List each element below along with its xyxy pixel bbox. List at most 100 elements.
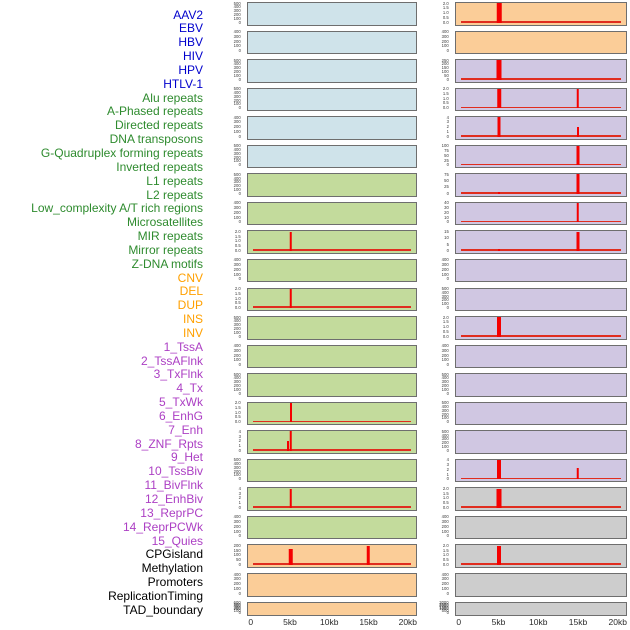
y-tick-label: 300 xyxy=(233,205,241,211)
signal-baseline xyxy=(461,135,621,137)
y-tick-label: 200 xyxy=(441,441,449,446)
y-tick-label: 200 xyxy=(441,353,449,358)
y-tick-label: 300 xyxy=(233,263,241,268)
y-tick-label: 0.5 xyxy=(235,244,241,249)
track-label-8-znf-rpts: 8_ZNF_Rpts xyxy=(134,436,203,451)
y-tick-label: 100 xyxy=(441,69,449,75)
y-tick-label: 0 xyxy=(238,562,241,568)
y-axis-ticks-inverted-repeats: 500 400 300 200 100 0 xyxy=(207,315,243,340)
y-axis-ticks-replicationtiming: 400 300 200 100 0 xyxy=(415,572,451,597)
y-tick-label: 300 xyxy=(441,294,449,299)
y-tick-label: 3 xyxy=(238,434,241,439)
y-tick-label: 200 xyxy=(233,383,241,389)
panel-8-znf-rpts xyxy=(455,258,627,283)
y-tick-label: 1500 xyxy=(439,605,449,610)
y-tick-label: 300 xyxy=(233,8,241,14)
track-label-promoters: Promoters xyxy=(147,575,203,590)
y-axis-ticks-6-enhg: 40 30 20 10 0 xyxy=(415,201,451,226)
y-tick-label: 500 xyxy=(233,144,241,149)
y-tick-label: 300 xyxy=(233,94,241,99)
y-axis-ticks-ins: 2.0 1.5 1.0 0.5 0.0 xyxy=(415,1,451,26)
y-tick-label: 200 xyxy=(233,69,241,75)
y-tick-label: 3 xyxy=(238,491,241,496)
y-tick-label: 600 xyxy=(233,600,241,606)
y-tick-label: 1000 xyxy=(439,607,449,612)
y-tick-label: 4 xyxy=(238,429,241,434)
panel-dup xyxy=(247,601,417,616)
y-tick-label: 0.0 xyxy=(443,20,449,25)
y-tick-label: 50 xyxy=(444,73,449,78)
y-axis-ticks-cnv: 200 150 100 50 0 xyxy=(207,544,243,568)
y-tick-label: 2 xyxy=(446,467,449,472)
signal-spike-5-txwk-5kb xyxy=(498,192,500,194)
y-tick-label: 1.0 xyxy=(443,10,449,16)
y-tick-label: 400 xyxy=(233,147,241,153)
track-label-12-enhbiv: 12_EnhBiv xyxy=(144,492,203,506)
y-tick-label: 500 xyxy=(441,401,449,406)
y-tick-label: 400 xyxy=(233,176,241,181)
y-tick-label: 100 xyxy=(441,272,449,277)
y-tick-label: 50 xyxy=(444,153,449,158)
track-label-replicationtiming: ReplicationTiming xyxy=(108,588,203,603)
panel-methylation xyxy=(455,515,627,540)
y-tick-label: 5 xyxy=(446,242,449,247)
y-tick-label: 4 xyxy=(446,458,449,463)
y-tick-label: 1 xyxy=(446,472,449,477)
y-tick-label: 400 xyxy=(233,343,241,349)
y-tick-label: 100 xyxy=(441,529,449,534)
signal-spike-7-enh-15kb xyxy=(576,231,580,251)
y-tick-label: 200 xyxy=(233,607,241,612)
y-axis-ticks-1-tssa: 250 200 150 100 50 0 xyxy=(415,58,451,83)
y-tick-label: 500 xyxy=(233,58,241,63)
y-tick-label: 0 xyxy=(446,448,449,453)
signal-spike-15-quies-5kb xyxy=(497,459,501,480)
panel-13-reprpc xyxy=(455,401,627,426)
signal-baseline xyxy=(253,306,411,308)
y-tick-label: 1.0 xyxy=(443,96,449,101)
y-tick-label: 2.0 xyxy=(235,401,241,406)
y-axis-ticks-hbv: 500 400 300 200 100 0 xyxy=(207,58,243,83)
y-tick-label: 400 xyxy=(233,572,241,577)
panel-directed-repeats xyxy=(247,230,417,254)
track-label-9-het: 9_Het xyxy=(170,450,203,465)
y-tick-label: 0 xyxy=(238,362,241,368)
y-tick-label: 200 xyxy=(233,524,241,529)
y-axis-ticks-dna-transposons: 400 300 200 100 0 xyxy=(207,258,243,283)
track-label-3-txflnk: 3_TxFlnk xyxy=(153,367,203,382)
y-tick-label: 300 xyxy=(441,577,449,582)
track-label-g-quadruplex-forming-repeats: G-Quadruplex forming repeats xyxy=(40,146,203,160)
panel-9-het xyxy=(455,287,627,311)
y-tick-label: 0 xyxy=(446,277,449,282)
y-tick-label: 1.0 xyxy=(443,496,449,501)
signal-spike-cnv-15kb xyxy=(366,545,370,565)
y-tick-label: 100 xyxy=(441,416,449,421)
y-tick-label: 400 xyxy=(441,290,449,295)
y-tick-label: 300 xyxy=(233,323,241,328)
track-label-alu-repeats: Alu repeats xyxy=(142,90,203,105)
signal-spike-3-txflnk-15kb xyxy=(576,127,579,137)
y-tick-label: 0 xyxy=(238,448,241,453)
y-tick-label: 100 xyxy=(233,73,241,78)
y-tick-label: 50 xyxy=(236,558,241,563)
signal-baseline xyxy=(461,20,621,23)
track-label-6-enhg: 6_EnhG xyxy=(158,408,203,423)
y-tick-label: 2.0 xyxy=(443,315,449,320)
panel-alu-repeats xyxy=(247,173,417,197)
y-tick-label: 300 xyxy=(441,437,449,442)
y-tick-label: 400 xyxy=(233,461,241,467)
y-tick-label: 15 xyxy=(444,229,449,234)
y-tick-label: 0 xyxy=(446,534,449,539)
y-tick-label: 0 xyxy=(446,77,449,82)
y-tick-label: 100 xyxy=(441,358,449,363)
y-axis-ticks-z-dna-motifs: 400 300 200 100 0 xyxy=(207,515,243,540)
panel-3-txflnk xyxy=(455,116,627,140)
track-label-l2-repeats: L2 repeats xyxy=(146,187,203,202)
y-tick-label: 2.0 xyxy=(443,1,449,6)
panel-4-tx xyxy=(455,144,627,169)
panel-cnv xyxy=(247,544,417,568)
y-tick-label: 500 xyxy=(233,1,241,6)
y-tick-label: 0 xyxy=(446,362,449,368)
y-tick-label: 0 xyxy=(238,591,241,596)
y-axis-ticks-a-phased-repeats: 400 300 200 100 0 xyxy=(207,201,243,226)
